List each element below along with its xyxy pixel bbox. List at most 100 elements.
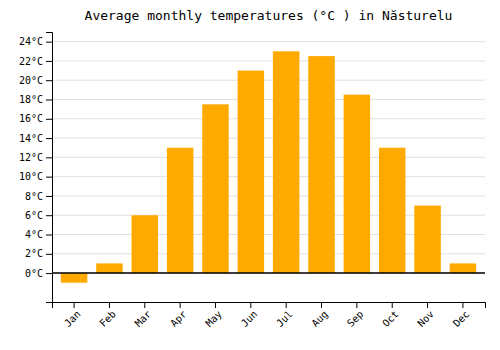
y-tick-label: 20°C <box>19 75 43 86</box>
bar <box>273 51 300 273</box>
y-tick-mark <box>46 138 52 139</box>
x-tick-mark <box>144 302 145 308</box>
y-tick: 20°C <box>19 75 52 86</box>
x-tick-mark <box>427 302 428 308</box>
x-tick-label: Mar <box>133 308 154 329</box>
x-tick-label: Feb <box>97 308 118 329</box>
x-tick-label: Aug <box>309 308 330 329</box>
x-tick: Apr <box>168 302 189 329</box>
y-tick-mark <box>46 254 52 255</box>
y-tick-label: 24°C <box>19 36 43 47</box>
y-tick-mark <box>46 273 52 274</box>
y-tick-mark <box>46 177 52 178</box>
y-tick: 4°C <box>25 229 52 240</box>
y-tick-mark <box>46 100 52 101</box>
x-tick: May <box>203 302 224 329</box>
bar <box>308 56 335 273</box>
x-tick-mark <box>215 302 216 308</box>
bar <box>238 71 265 273</box>
x-tick-label: Apr <box>168 308 189 329</box>
bar <box>450 263 477 273</box>
y-tick-label: 14°C <box>19 133 43 144</box>
bar <box>379 148 406 273</box>
y-tick-label: 4°C <box>25 229 43 240</box>
grid-line <box>52 157 485 158</box>
bar <box>96 263 123 273</box>
y-tick-label: 18°C <box>19 94 43 105</box>
y-tick: 12°C <box>19 152 52 163</box>
y-axis-line <box>46 33 53 303</box>
x-axis-line <box>53 303 486 309</box>
y-tick-label: 16°C <box>19 113 43 124</box>
x-tick: Feb <box>97 302 118 329</box>
grid-line <box>52 195 485 196</box>
y-tick: 16°C <box>19 113 52 124</box>
x-tick: Sep <box>345 302 366 329</box>
y-tick-mark <box>46 157 52 158</box>
y-tick-label: 10°C <box>19 171 43 182</box>
x-tick: Jul <box>274 302 295 329</box>
x-tick-mark <box>250 302 251 308</box>
grid-line <box>52 99 485 100</box>
grid-line <box>52 138 485 139</box>
y-tick: 8°C <box>25 191 52 202</box>
x-tick: Jan <box>62 302 83 329</box>
x-tick: Mar <box>133 302 154 329</box>
x-tick-mark <box>462 302 463 308</box>
grid-line <box>52 118 485 119</box>
x-tick-mark <box>286 302 287 308</box>
y-axis: 0°C 2°C 4°C 6°C 8°C 10°C 12°C 14°C 16°C 18°C 20°C 2… <box>19 33 53 303</box>
plot: 0°C 2°C 4°C 6°C 8°C 10°C 12°C 14°C 16°C 18°C 20°C 2… <box>19 33 486 329</box>
bar <box>414 206 441 273</box>
bar <box>61 273 88 283</box>
x-tick-label: May <box>203 308 224 329</box>
x-tick-label: Jan <box>62 308 83 329</box>
bars <box>52 51 485 282</box>
y-tick: 2°C <box>25 248 52 259</box>
y-tick: 22°C <box>19 56 52 67</box>
y-tick-label: 2°C <box>25 248 43 259</box>
y-tick: 6°C <box>25 210 52 221</box>
x-tick-label: Sep <box>345 308 366 329</box>
x-tick-mark <box>109 302 110 308</box>
bar <box>167 148 194 273</box>
x-tick-label: Nov <box>415 308 436 329</box>
x-tick-mark <box>321 302 322 308</box>
y-tick-mark <box>46 42 52 43</box>
y-tick-label: 0°C <box>25 268 43 279</box>
grid-line <box>52 80 485 81</box>
grid-line <box>52 176 485 177</box>
y-tick-label: 12°C <box>19 152 43 163</box>
grid <box>52 42 485 273</box>
y-tick: 10°C <box>19 171 52 182</box>
x-tick: Nov <box>415 302 436 329</box>
y-tick-mark <box>46 119 52 120</box>
chart: Average monthly temperatures (°C ) in Nă… <box>0 0 500 350</box>
y-tick-label: 6°C <box>25 210 43 221</box>
y-tick: 18°C <box>19 94 52 105</box>
zero-line <box>52 272 485 274</box>
x-tick: Dec <box>451 302 472 329</box>
y-tick-mark <box>46 215 52 216</box>
x-tick-label: Jun <box>239 308 260 329</box>
x-tick-label: Dec <box>451 308 472 329</box>
y-tick-mark <box>46 80 52 81</box>
bar <box>202 104 229 273</box>
y-tick-mark <box>46 61 52 62</box>
y-tick-label: 22°C <box>19 56 43 67</box>
y-tick: 14°C <box>19 133 52 144</box>
x-tick: Jun <box>239 302 260 329</box>
grid-line <box>52 41 485 42</box>
grid-line <box>52 273 485 274</box>
bar <box>132 215 159 273</box>
y-tick-mark <box>46 196 52 197</box>
y-tick-label: 8°C <box>25 191 43 202</box>
x-tick-mark <box>356 302 357 308</box>
x-axis: JanFebMarAprMayJunJulAugSepOctNovDec <box>53 302 486 329</box>
y-tick: 24°C <box>19 36 52 47</box>
y-tick: 0°C <box>25 268 52 279</box>
x-tick-mark <box>180 302 181 308</box>
grid-line <box>52 60 485 61</box>
x-tick-mark <box>74 302 75 308</box>
title: Average monthly temperatures (°C ) in Nă… <box>85 8 453 23</box>
